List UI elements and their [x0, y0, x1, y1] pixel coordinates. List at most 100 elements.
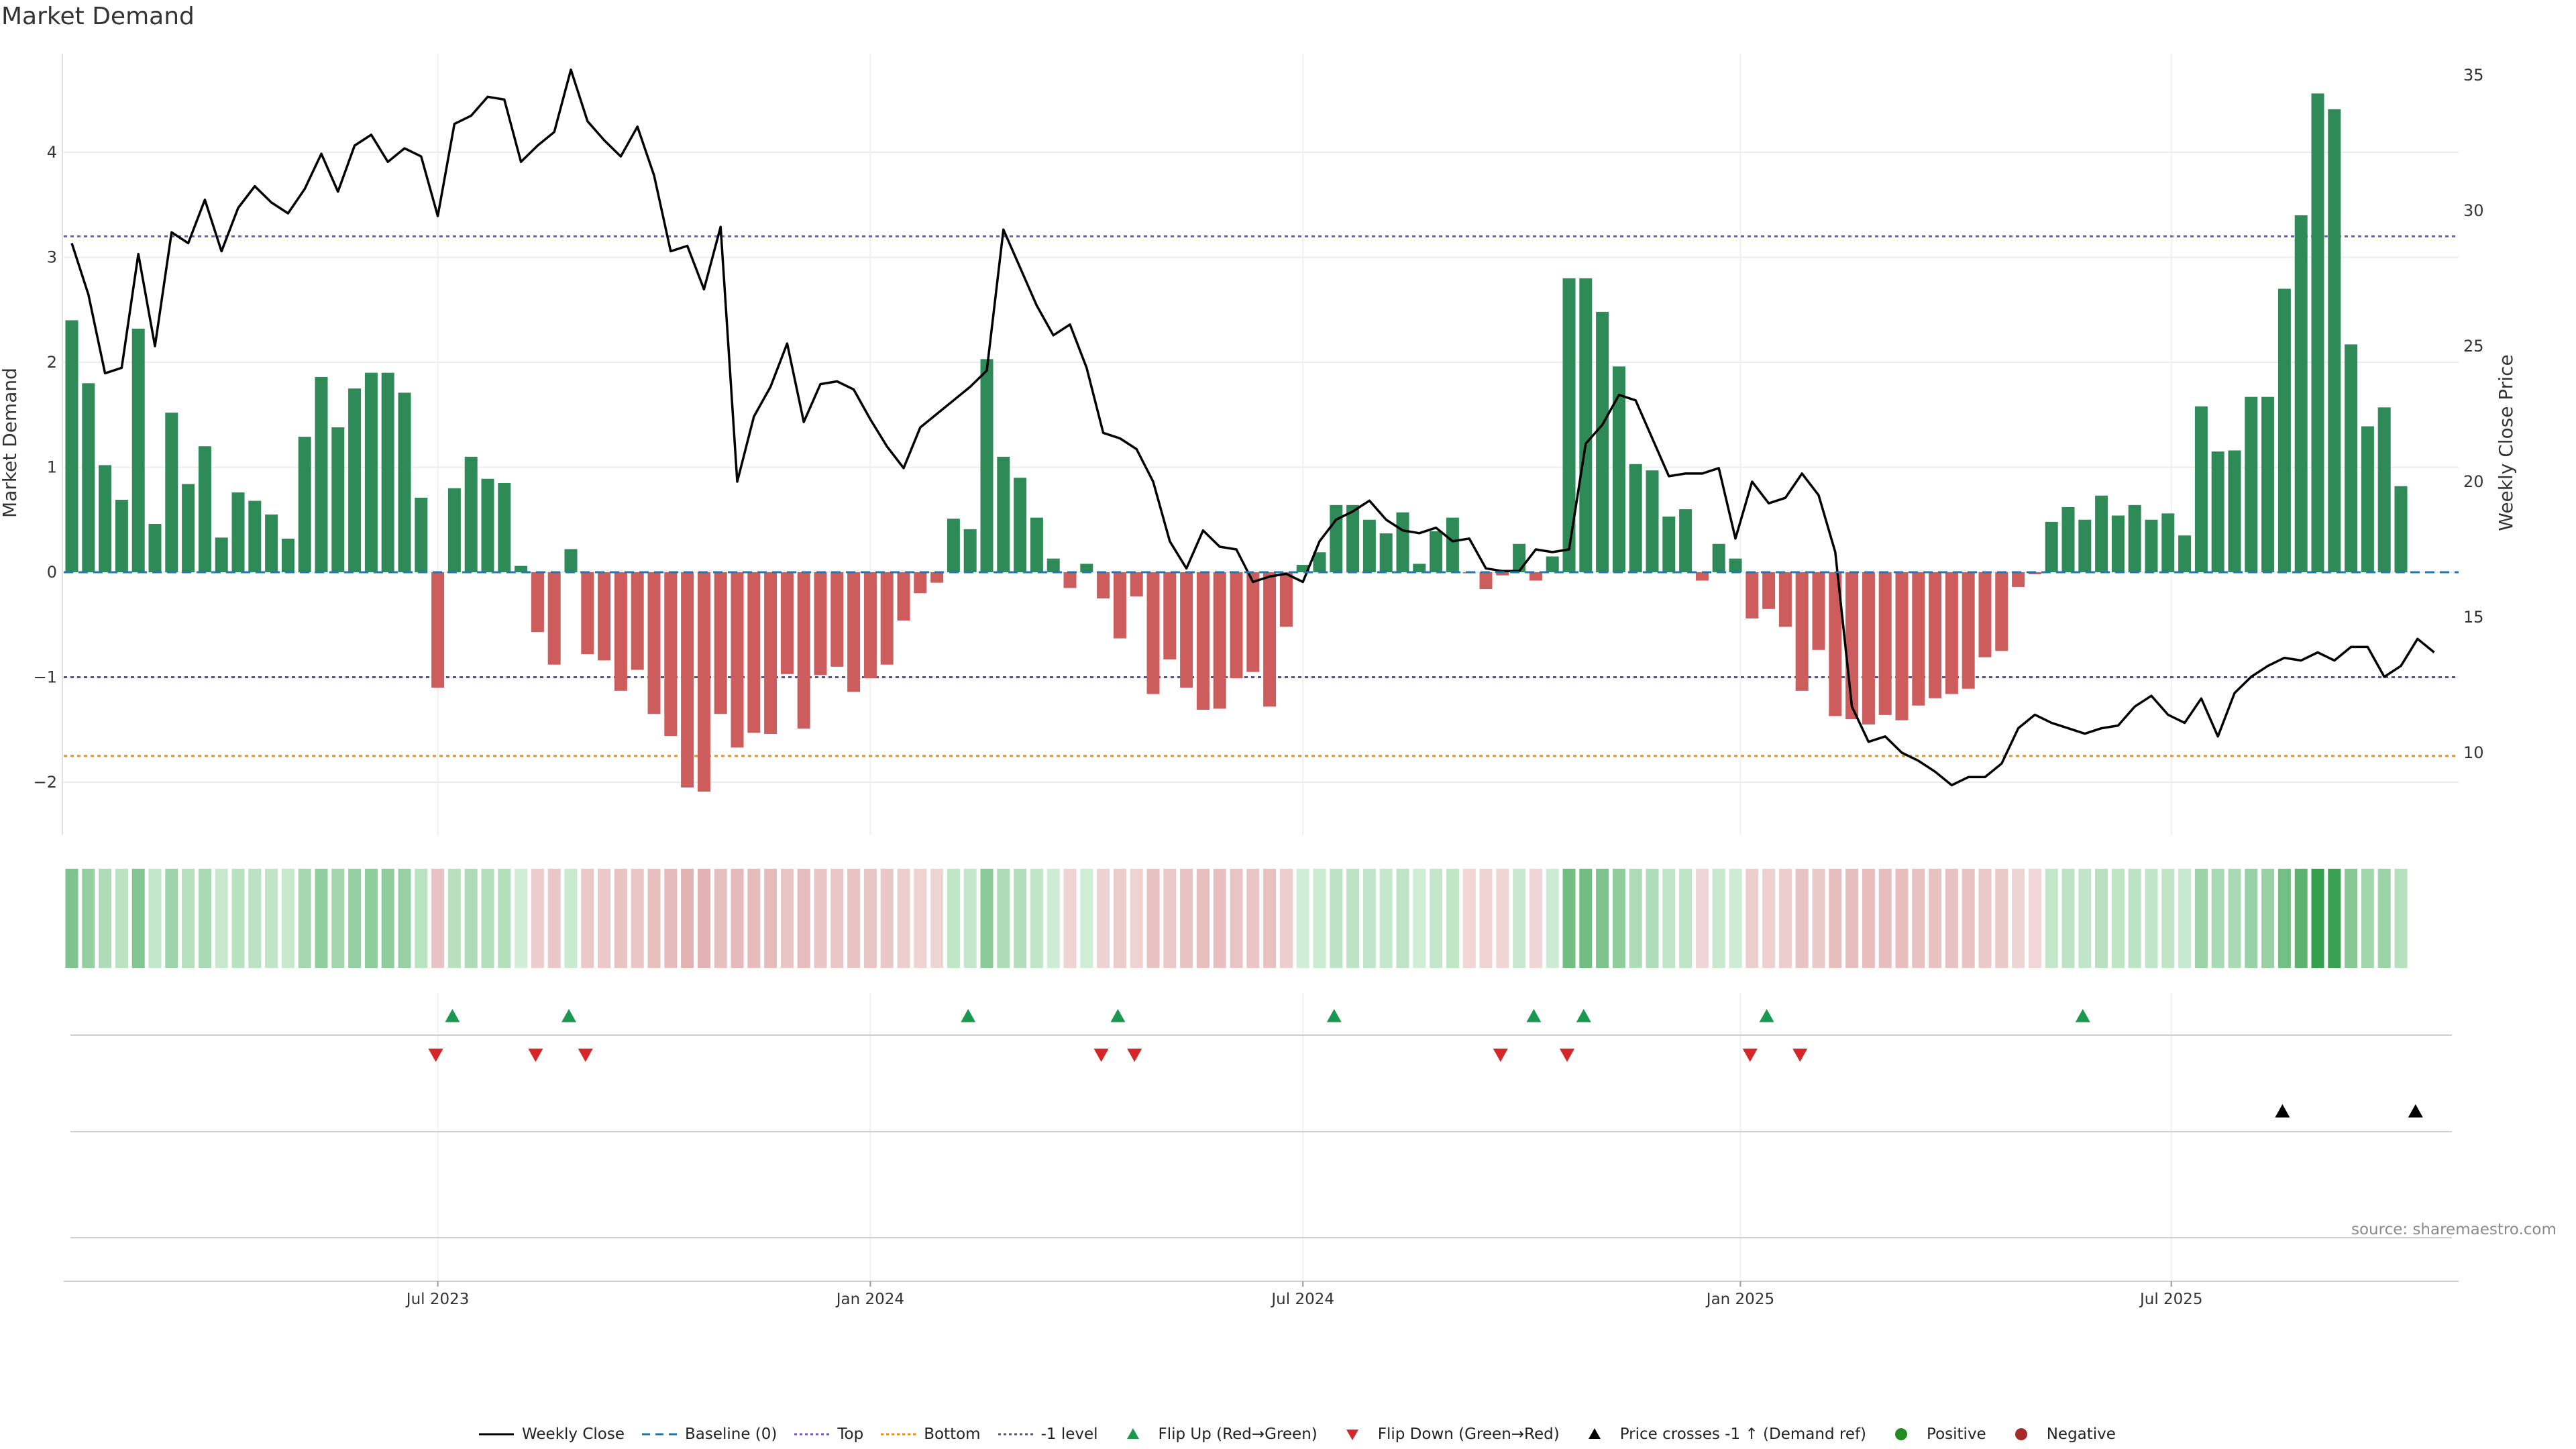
- flip-down-marker: [1493, 1049, 1508, 1062]
- heat-cell: [165, 869, 178, 968]
- demand-bar: [581, 572, 594, 655]
- heat-cell: [2012, 869, 2025, 968]
- heat-cell: [1279, 869, 1293, 968]
- heat-cell: [2394, 869, 2408, 968]
- flip-up-marker: [1526, 1009, 1542, 1022]
- flip-up-marker: [561, 1009, 576, 1022]
- heat-cell: [1296, 869, 1309, 968]
- left-tick-label: 0: [47, 563, 57, 582]
- demand-bar: [1546, 556, 1559, 572]
- heat-cell: [1712, 869, 1725, 968]
- demand-bar: [148, 524, 162, 572]
- heat-cell: [1130, 869, 1143, 968]
- demand-bar: [1230, 572, 1243, 679]
- demand-bar: [1596, 311, 1609, 572]
- legend-item-weekly_close: Weekly Close: [478, 1426, 625, 1443]
- demand-bar: [1862, 572, 1875, 724]
- heat-cell: [614, 869, 627, 968]
- heat-cell: [1812, 869, 1825, 968]
- demand-bar: [431, 572, 445, 688]
- heat-cell: [65, 869, 78, 968]
- demand-bar: [1612, 366, 1625, 572]
- flip-down-marker: [1127, 1049, 1142, 1062]
- demand-bar: [1196, 572, 1210, 710]
- heat-cell: [1496, 869, 1509, 968]
- demand-bar: [1762, 572, 1776, 609]
- flip-down-marker: [578, 1049, 593, 1062]
- legend-label: Weekly Close: [522, 1426, 625, 1443]
- heat-cell: [1878, 869, 1892, 968]
- legend-swatch: [1346, 1430, 1358, 1440]
- heat-cell: [2045, 869, 2058, 968]
- x-tick-label: Jul 2023: [405, 1291, 470, 1308]
- left-tick-label: 2: [47, 353, 57, 372]
- heat-cell: [747, 869, 761, 968]
- heat-cell: [82, 869, 95, 968]
- heat-cell: [1795, 869, 1809, 968]
- x-tick-label: Jan 2024: [835, 1291, 904, 1308]
- heat-cell: [364, 869, 378, 968]
- heat-cell: [1396, 869, 1409, 968]
- demand-bar: [1113, 572, 1126, 639]
- heat-cell: [2128, 869, 2141, 968]
- demand-bar: [1430, 531, 1443, 572]
- demand-bar: [631, 572, 644, 670]
- heat-cell: [1030, 869, 1043, 968]
- heat-cell: [1330, 869, 1343, 968]
- event-markers: [428, 1009, 2423, 1118]
- demand-bar: [1030, 517, 1043, 572]
- heat-cell: [215, 869, 228, 968]
- demand-bar: [1812, 572, 1825, 650]
- legend-marker: [641, 1433, 677, 1436]
- legend-item-flip_down: Flip Down (Green→Red): [1334, 1426, 1560, 1443]
- demand-bar: [880, 572, 894, 665]
- demand-bar: [1046, 558, 1060, 572]
- heat-cell: [731, 869, 744, 968]
- heat-cell: [1695, 869, 1709, 968]
- demand-bar: [131, 328, 145, 572]
- demand-bar: [1895, 572, 1909, 720]
- demand-bar: [2012, 572, 2025, 587]
- heat-cell: [1596, 869, 1609, 968]
- demand-bar: [515, 566, 528, 572]
- heat-cell: [2328, 869, 2341, 968]
- demand-bar: [2045, 521, 2058, 572]
- heat-cell: [814, 869, 827, 968]
- demand-bar: [1014, 478, 1027, 572]
- demand-bar: [364, 372, 378, 572]
- demand-bar: [1929, 572, 1942, 698]
- heat-cell: [1413, 869, 1426, 968]
- heat-cell: [2194, 869, 2208, 968]
- heat-cell: [248, 869, 262, 968]
- demand-bar: [930, 572, 944, 583]
- heat-cell: [198, 869, 211, 968]
- heat-cell: [2228, 869, 2241, 968]
- right-tick-label: 30: [2463, 201, 2484, 220]
- demand-bars: [65, 93, 2408, 792]
- demand-bar: [2078, 519, 2092, 572]
- heat-cell: [564, 869, 578, 968]
- legend-label: -1 level: [1040, 1426, 1098, 1443]
- demand-bar: [897, 572, 910, 621]
- demand-bar: [2245, 396, 2258, 572]
- demand-bar: [1629, 464, 1642, 572]
- demand-bar: [1180, 572, 1193, 688]
- heat-cell: [1862, 869, 1875, 968]
- heat-cell: [1246, 869, 1260, 968]
- demand-bar: [614, 572, 627, 691]
- heat-cell: [2277, 869, 2291, 968]
- demand-bar: [2294, 215, 2308, 572]
- demand-bar: [2377, 407, 2391, 572]
- demand-bar: [1346, 504, 1360, 572]
- heat-cell: [947, 869, 960, 968]
- heat-cell: [2078, 869, 2092, 968]
- heat-cell: [1196, 869, 1210, 968]
- legend-label: Price crosses -1 ↑ (Demand ref): [1619, 1426, 1867, 1443]
- heat-cell: [231, 869, 245, 968]
- demand-bar: [1496, 572, 1509, 576]
- demand-bar: [1679, 509, 1693, 572]
- heat-cell: [182, 869, 195, 968]
- demand-bar: [2194, 406, 2208, 572]
- heat-cell: [1313, 869, 1326, 968]
